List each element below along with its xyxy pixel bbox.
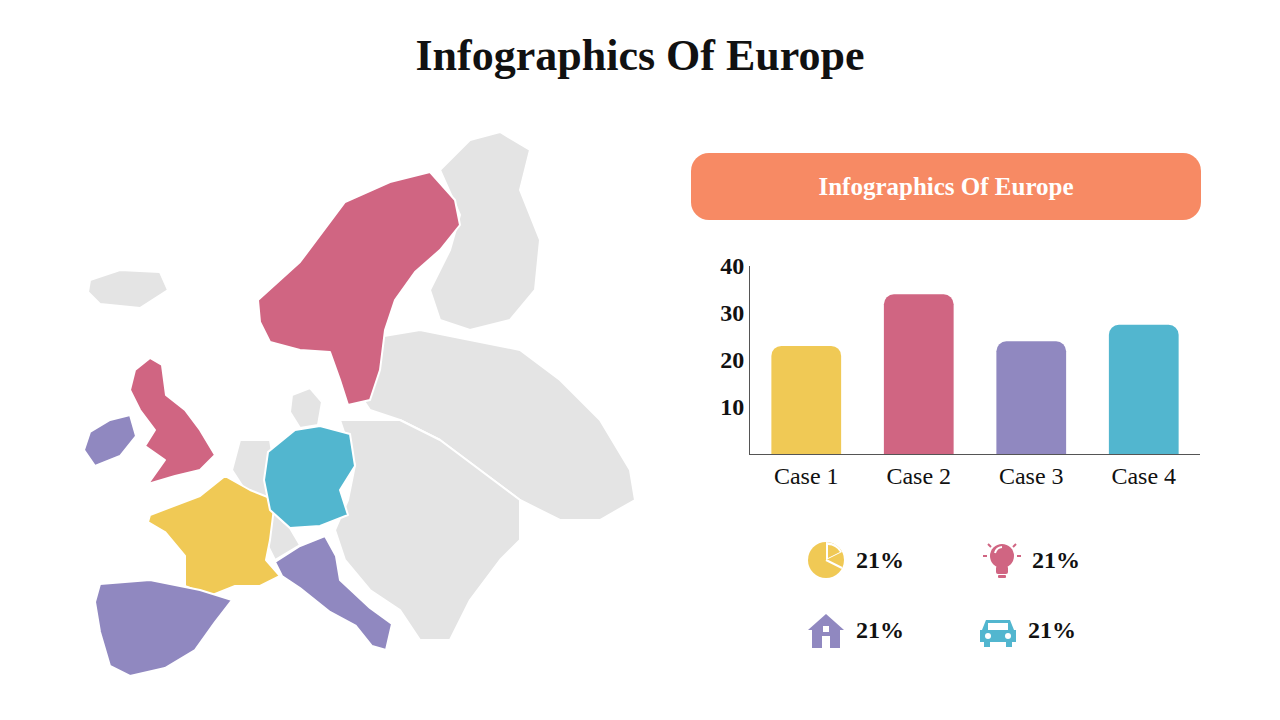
html-text:21%: 21% <box>1028 616 1076 643</box>
svg-text:10: 10 <box>720 394 744 420</box>
svg-text:40: 40 <box>720 253 744 279</box>
svg-text:Case 2: Case 2 <box>886 463 951 489</box>
html-text:21%: 21% <box>856 546 904 573</box>
svg-text:20: 20 <box>720 347 744 373</box>
html-text:21%: 21% <box>856 616 904 643</box>
svg-text:Case 1: Case 1 <box>774 463 839 489</box>
html-text:Infographics Of Europe: Infographics Of Europe <box>415 31 865 80</box>
html-text:Infographics Of Europe: Infographics Of Europe <box>818 172 1074 200</box>
html-text:21%: 21% <box>1032 546 1080 573</box>
svg-text:Case 4: Case 4 <box>1111 463 1176 489</box>
svg-text:30: 30 <box>720 300 744 326</box>
svg-text:Case 3: Case 3 <box>999 463 1064 489</box>
